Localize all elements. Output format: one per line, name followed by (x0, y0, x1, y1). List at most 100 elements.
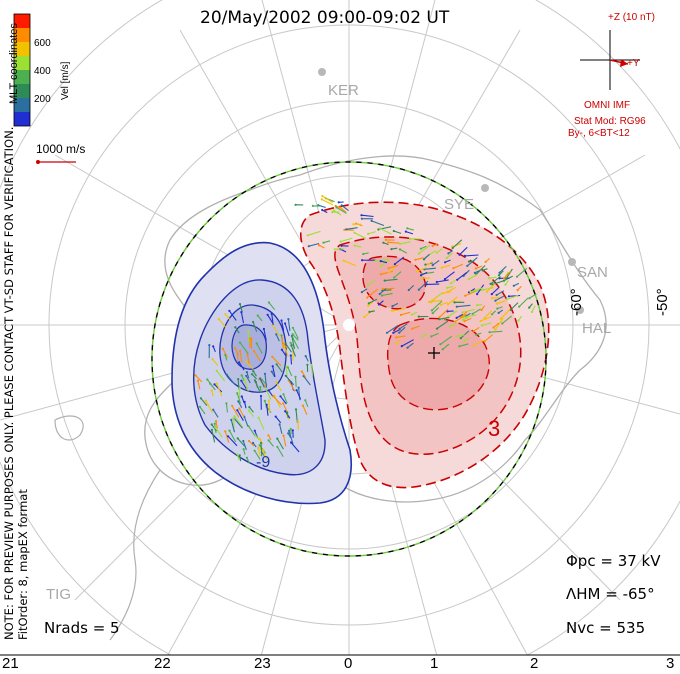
velocity-vector-origin (310, 363, 313, 366)
velocity-vector (439, 316, 450, 320)
velocity-vector-origin (221, 347, 224, 350)
velocity-vector-origin (390, 309, 394, 312)
velocity-vector-origin (282, 434, 285, 437)
velocity-vector-origin (198, 405, 201, 408)
velocity-vector-origin (280, 348, 283, 351)
velocity-vector-origin (254, 434, 257, 437)
velocity-vector-origin (331, 211, 334, 214)
negative-cell (171, 241, 352, 505)
velocity-vector-origin (353, 231, 356, 234)
velocity-vector (368, 231, 376, 235)
velocity-vector (248, 410, 254, 417)
velocity-vector-origin (408, 237, 412, 240)
velocity-vector-origin (445, 256, 448, 259)
velocity-vector-origin (248, 406, 251, 409)
velocity-vector (291, 335, 295, 350)
velocity-vector-origin (381, 287, 384, 290)
velocity-vector-origin (505, 298, 508, 301)
velocity-vector-origin (242, 448, 245, 451)
velocity-vector (500, 308, 511, 320)
velocity-vector (240, 380, 247, 389)
velocity-vector (268, 302, 276, 311)
velocity-vector-origin (256, 314, 259, 317)
velocity-vector-origin (237, 378, 240, 381)
velocity-vector-origin (398, 248, 402, 251)
velocity-vector-origin (368, 310, 371, 313)
velocity-vector (273, 395, 281, 408)
velocity-vector-origin (417, 252, 420, 255)
velocity-vector (495, 295, 505, 302)
velocity-vector-origin (338, 206, 341, 209)
velocity-vector-origin (282, 393, 285, 396)
velocity-vector-origin (297, 386, 300, 389)
velocity-vector-origin (441, 348, 444, 351)
velocity-vector (380, 259, 390, 267)
velocity-vector-origin (240, 395, 243, 398)
mlt-label: 23 (254, 655, 271, 672)
velocity-vector-origin (383, 279, 386, 282)
lat-label-60: -60° (568, 288, 585, 316)
velocity-vector-origin (276, 445, 279, 448)
velocity-vector (432, 307, 440, 314)
velocity-vectors (194, 195, 537, 464)
velocity-vector (381, 292, 393, 297)
velocity-vector-origin (353, 244, 356, 247)
mlt-label: 22 (154, 655, 171, 672)
velocity-vector-origin (296, 420, 300, 423)
velocity-vector (205, 400, 213, 413)
velocity-vector-origin (270, 312, 273, 315)
velocity-vector-origin (384, 238, 387, 241)
velocity-vector (529, 293, 537, 299)
velocity-vector-origin (458, 345, 461, 348)
velocity-vector-origin (425, 283, 428, 286)
velocity-vector-origin (476, 293, 479, 296)
velocity-vector-origin (287, 429, 291, 432)
velocity-vector (388, 264, 399, 269)
velocity-vector (366, 288, 379, 298)
velocity-vector-origin (267, 439, 270, 442)
velocity-vector-origin (464, 294, 467, 297)
velocity-vector (516, 267, 528, 278)
velocity-vector-origin (489, 282, 492, 285)
velocity-vector (456, 271, 468, 281)
velocity-vector (441, 264, 451, 269)
velocity-vector-origin (245, 360, 248, 363)
colorbar-swatch (14, 84, 30, 98)
velocity-vector (464, 290, 478, 297)
velocity-vector (396, 335, 406, 338)
velocity-vector (280, 320, 285, 331)
velocity-vector (206, 379, 216, 391)
velocity-vector-origin (492, 326, 495, 329)
imf-vector-head (620, 59, 628, 67)
velocity-vector-origin (267, 399, 270, 402)
velocity-vector-origin (321, 208, 324, 212)
site-label-ker: KER (328, 82, 359, 99)
velocity-vector-origin (204, 399, 207, 402)
velocity-vector-origin (280, 319, 283, 322)
velocity-vector (244, 380, 249, 392)
velocity-vector (287, 319, 291, 331)
velocity-vector (431, 300, 443, 311)
velocity-vector (361, 214, 374, 218)
velocity-vector-origin (224, 353, 227, 356)
velocity-vector-origin (488, 277, 491, 280)
velocity-vector-origin (340, 244, 343, 247)
velocity-vector-origin (379, 273, 382, 276)
sanae-marker (568, 258, 576, 266)
site-label-sye: SYE (444, 196, 475, 213)
nrads-stat: Nrads = 5 (44, 619, 120, 637)
velocity-vector-origin (259, 377, 262, 380)
velocity-vector-origin (267, 434, 270, 437)
velocity-vector-origin (472, 344, 475, 347)
velocity-vector (505, 268, 513, 279)
velocity-vector (302, 405, 308, 416)
velocity-vector-origin (474, 267, 477, 270)
velocity-vector (212, 358, 219, 367)
velocity-vector-origin (456, 278, 459, 281)
velocity-vector (234, 326, 240, 334)
velocity-vector (257, 447, 261, 457)
velocity-vector-origin (495, 293, 498, 297)
velocity-vector-origin (367, 304, 370, 307)
velocity-vector-origin (295, 389, 298, 392)
velocity-vector-origin (234, 326, 237, 329)
